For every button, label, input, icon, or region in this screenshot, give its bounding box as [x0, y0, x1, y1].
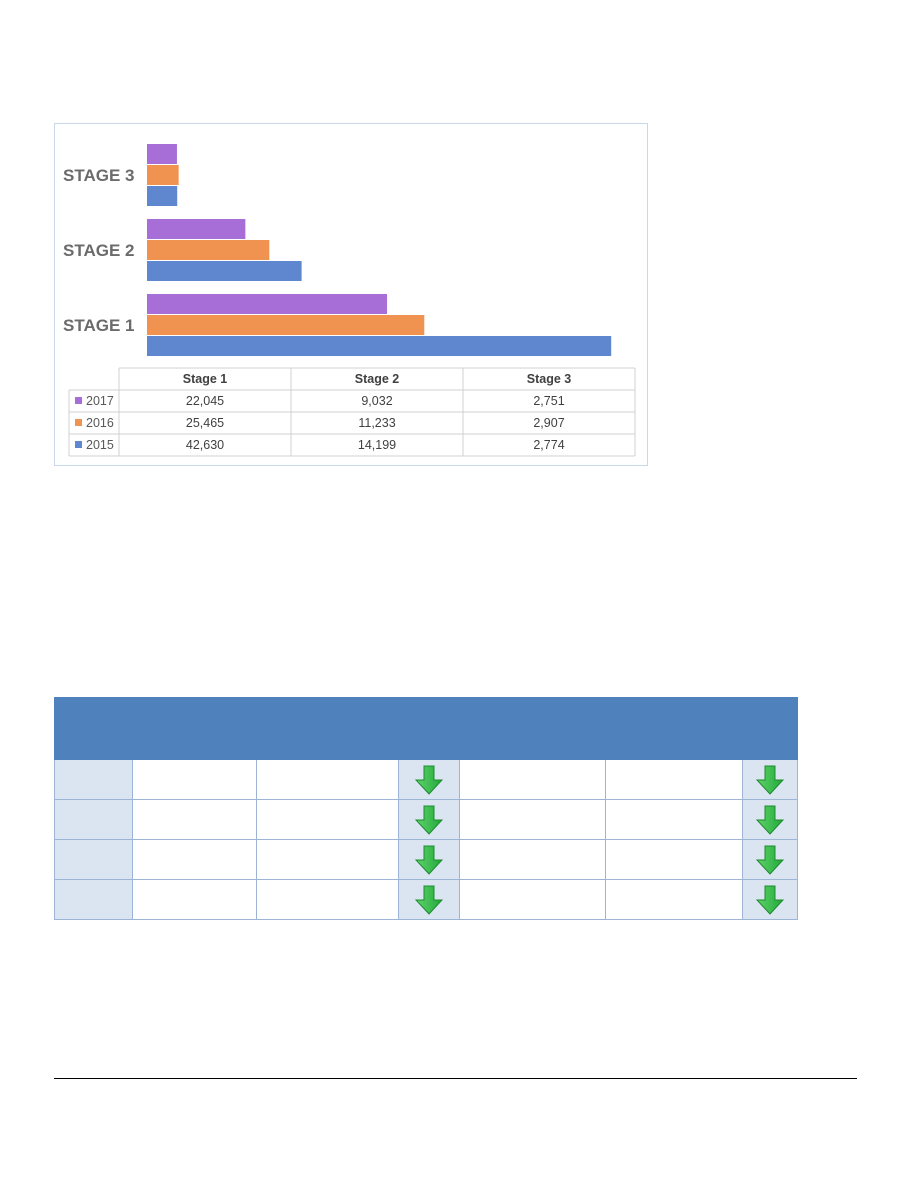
- table-cell: [605, 839, 743, 880]
- row-header-cell: [54, 839, 133, 880]
- bar-2016-stage-3: [147, 165, 179, 185]
- data-table-header: Stage 2: [355, 372, 400, 386]
- data-table-value: 22,045: [186, 394, 224, 408]
- down-arrow-icon: [415, 805, 443, 835]
- category-label: STAGE 3: [63, 166, 134, 185]
- table-row: [54, 759, 798, 800]
- table-cell: [459, 879, 606, 920]
- data-table-value: 42,630: [186, 438, 224, 452]
- table-cell: [256, 879, 399, 920]
- bar-2016-stage-1: [147, 315, 425, 335]
- indicator-table-header: [54, 697, 798, 760]
- legend-key-2017: [75, 397, 82, 404]
- bar-2017-stage-3: [147, 144, 177, 164]
- trend-cell: [742, 799, 798, 840]
- table-row: [54, 839, 798, 880]
- header-cell: [459, 697, 606, 760]
- legend-key-2015: [75, 441, 82, 448]
- table-cell: [459, 799, 606, 840]
- legend-label: 2016: [86, 416, 114, 430]
- header-cell: [605, 697, 743, 760]
- trend-cell: [398, 879, 460, 920]
- data-table-value: 2,774: [533, 438, 564, 452]
- table-cell: [256, 799, 399, 840]
- down-arrow-icon: [415, 765, 443, 795]
- stage-chart-svg: STAGE 3 STAGE 2 STAGE 1 Stage 1 Stage 2 Stage…: [63, 144, 636, 457]
- trend-cell: [398, 799, 460, 840]
- table-cell: [605, 799, 743, 840]
- bar-2015-stage-1: [147, 336, 612, 356]
- table-cell: [256, 839, 399, 880]
- row-header-cell: [54, 879, 133, 920]
- trend-cell: [742, 759, 798, 800]
- table-cell: [132, 759, 257, 800]
- table-row: [54, 799, 798, 840]
- legend-label: 2015: [86, 438, 114, 452]
- table-cell: [132, 839, 257, 880]
- indicator-table-body: [54, 759, 798, 920]
- bar-2015-stage-2: [147, 261, 302, 281]
- down-arrow-icon: [756, 845, 784, 875]
- header-cell: [256, 697, 399, 760]
- data-table-value: 2,751: [533, 394, 564, 408]
- data-table-header: Stage 3: [527, 372, 572, 386]
- data-table-value: 14,199: [358, 438, 396, 452]
- data-table-header: Stage 1: [183, 372, 228, 386]
- category-label: STAGE 1: [63, 316, 134, 335]
- data-table-value: 2,907: [533, 416, 564, 430]
- bar-2016-stage-2: [147, 240, 270, 260]
- legend-key-2016: [75, 419, 82, 426]
- header-cell: [54, 697, 133, 760]
- category-label: STAGE 2: [63, 241, 134, 260]
- bar-2017-stage-1: [147, 294, 388, 314]
- row-header-cell: [54, 759, 133, 800]
- trend-cell: [742, 879, 798, 920]
- data-table-value: 25,465: [186, 416, 224, 430]
- legend-label: 2017: [86, 394, 114, 408]
- table-cell: [256, 759, 399, 800]
- bar-2015-stage-3: [147, 186, 178, 206]
- down-arrow-icon: [756, 885, 784, 915]
- table-cell: [132, 879, 257, 920]
- table-cell: [132, 799, 257, 840]
- down-arrow-icon: [756, 765, 784, 795]
- stage-chart: STAGE 3 STAGE 2 STAGE 1 Stage 1 Stage 2 Stage…: [54, 123, 648, 466]
- bar-2017-stage-2: [147, 219, 246, 239]
- header-cell: [132, 697, 257, 760]
- down-arrow-icon: [415, 845, 443, 875]
- table-cell: [605, 879, 743, 920]
- trend-cell: [398, 839, 460, 880]
- table-cell: [459, 759, 606, 800]
- indicator-table: [54, 697, 798, 920]
- data-table-value: 9,032: [361, 394, 392, 408]
- data-table-value: 11,233: [358, 416, 395, 430]
- header-cell: [742, 697, 798, 760]
- down-arrow-icon: [756, 805, 784, 835]
- header-cell: [398, 697, 460, 760]
- table-cell: [605, 759, 743, 800]
- row-header-cell: [54, 799, 133, 840]
- trend-cell: [742, 839, 798, 880]
- table-row: [54, 879, 798, 920]
- table-cell: [459, 839, 606, 880]
- down-arrow-icon: [415, 885, 443, 915]
- footer-rule: [54, 1078, 857, 1079]
- trend-cell: [398, 759, 460, 800]
